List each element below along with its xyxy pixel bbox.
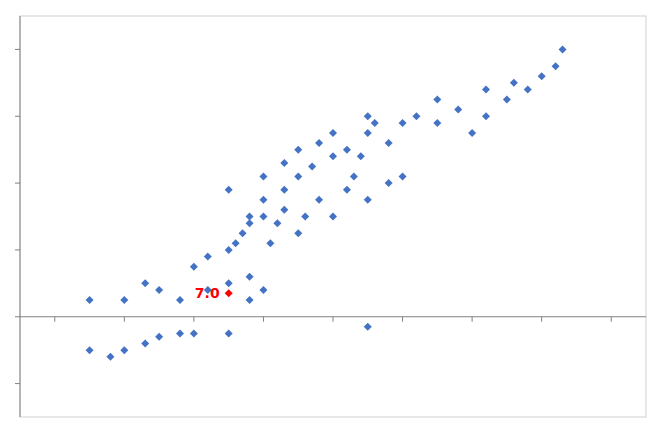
plot-frame: [20, 16, 646, 417]
point: [482, 86, 490, 94]
point: [329, 129, 337, 137]
y-tick: [15, 249, 20, 250]
point: [141, 279, 149, 287]
point: [204, 253, 212, 261]
point: [385, 139, 393, 147]
point: [246, 273, 254, 281]
point: [176, 329, 184, 337]
point: [246, 219, 254, 227]
series: [86, 45, 567, 360]
point: [86, 346, 94, 354]
point: [120, 346, 128, 354]
point: [552, 62, 560, 70]
y-tick: [15, 316, 20, 317]
chart: 7.0: [0, 0, 662, 433]
point: [155, 333, 163, 341]
x-tick: [54, 317, 55, 322]
point: [259, 172, 267, 180]
point: [412, 112, 420, 120]
point: [259, 286, 267, 294]
point: [350, 172, 358, 180]
x-tick: [611, 317, 612, 322]
series: [225, 289, 233, 297]
point: [364, 323, 372, 331]
point: [225, 329, 233, 337]
point: [120, 296, 128, 304]
x-tick: [263, 317, 264, 322]
point: [364, 129, 372, 137]
point: [399, 172, 407, 180]
point: [364, 112, 372, 120]
point: [232, 239, 240, 247]
point: [308, 162, 316, 170]
point: [225, 186, 233, 194]
point: [259, 213, 267, 221]
point: [329, 152, 337, 160]
point: [273, 219, 281, 227]
y-tick: [15, 116, 20, 117]
x-tick: [124, 317, 125, 322]
annotation: 7.0: [195, 285, 220, 301]
point: [315, 139, 323, 147]
point: [301, 213, 309, 221]
point: [385, 179, 393, 187]
marks: [86, 45, 567, 360]
x-tick: [193, 317, 194, 322]
point: [468, 129, 476, 137]
point: [141, 339, 149, 347]
point: [176, 296, 184, 304]
point: [343, 186, 351, 194]
point: [294, 172, 302, 180]
y-tick: [15, 49, 20, 50]
y-axis-line: [20, 16, 21, 417]
point: [280, 159, 288, 167]
point: [190, 263, 198, 271]
x-tick: [333, 317, 334, 322]
point: [86, 296, 94, 304]
point: [433, 119, 441, 127]
point: [294, 146, 302, 154]
point: [329, 213, 337, 221]
point: [155, 286, 163, 294]
axes: [15, 16, 646, 417]
point: [524, 86, 532, 94]
point: [266, 239, 274, 247]
x-tick: [541, 317, 542, 322]
y-tick: [15, 183, 20, 184]
point: [246, 296, 254, 304]
point: [399, 119, 407, 127]
point: [225, 289, 233, 297]
point: [259, 196, 267, 204]
point: [239, 229, 247, 237]
point: [371, 119, 379, 127]
point: [106, 353, 114, 361]
point: [482, 112, 490, 120]
point: [454, 106, 462, 114]
point: [225, 279, 233, 287]
y-tick: [15, 383, 20, 384]
point: [280, 206, 288, 214]
point: [364, 196, 372, 204]
point: [343, 146, 351, 154]
point: [510, 79, 518, 87]
point: [280, 186, 288, 194]
point: [538, 72, 546, 80]
x-tick: [402, 317, 403, 322]
point: [357, 152, 365, 160]
point: [315, 196, 323, 204]
point: [559, 45, 567, 53]
point: [190, 329, 198, 337]
x-tick: [472, 317, 473, 322]
point: [433, 96, 441, 104]
point: [503, 96, 511, 104]
point: [294, 229, 302, 237]
point: [225, 246, 233, 254]
